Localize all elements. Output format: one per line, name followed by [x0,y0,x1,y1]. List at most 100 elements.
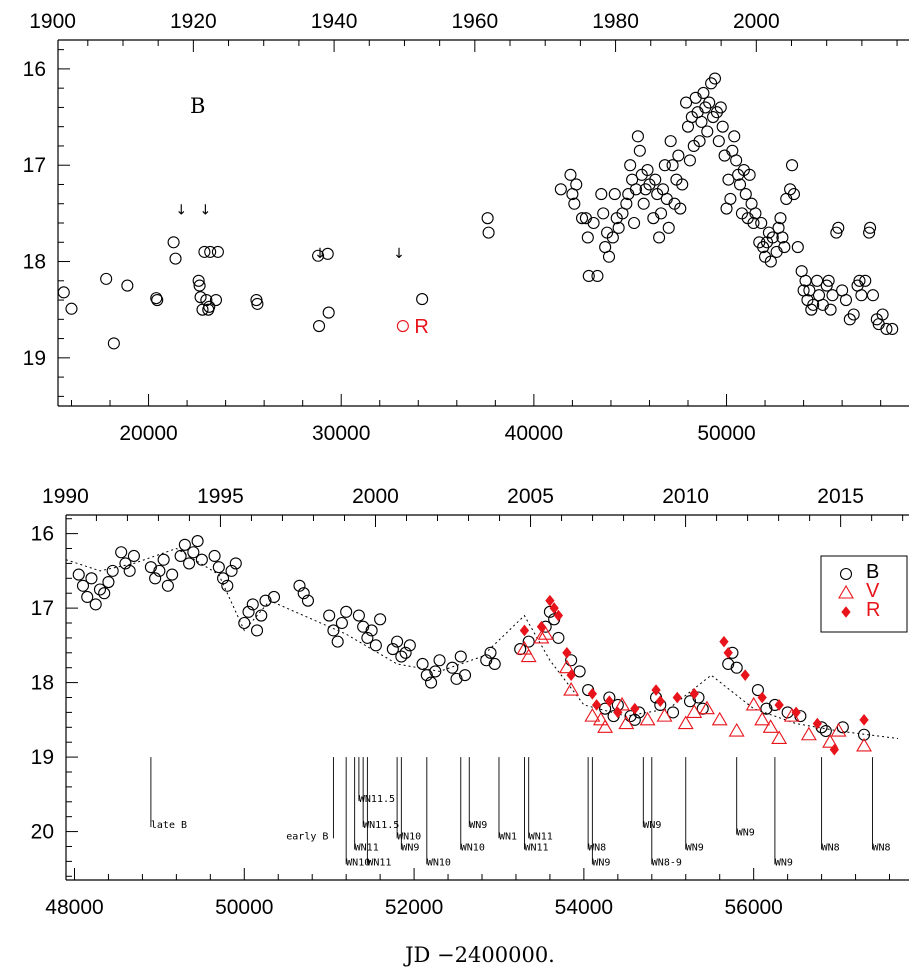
data-point-v [533,629,550,644]
data-point-b [454,650,467,663]
data-point-v [822,734,839,748]
spectrum-label: WN11 [524,842,548,853]
data-point-b [369,639,382,652]
data-point-b [480,654,493,667]
data-point-b [433,654,446,667]
data-point-b [876,308,889,321]
data-point-b [866,289,880,302]
data-point-b [822,274,835,287]
data-point-b [839,294,853,307]
data-point-b [81,590,94,603]
x-tick-label: 50000 [215,896,273,919]
data-point-b [710,106,723,119]
data-point-b [65,302,78,315]
data-point-b [836,721,849,734]
data-point-b [803,284,816,297]
top-tick-label: 2010 [662,485,709,508]
spectrum-label: WN9 [401,842,419,853]
data-point-v [830,722,847,737]
data-point-b [121,279,134,292]
data-point-b [250,294,263,307]
top-tick-label: 2005 [507,485,554,508]
data-point-b [149,572,162,585]
data-point-b [565,654,578,667]
data-point-b [863,226,876,239]
data-point-r [829,743,839,756]
x-tick-label: 48000 [45,896,103,919]
data-point-v [563,681,580,696]
data-point-b [595,188,608,201]
data-point-b [446,661,459,674]
data-point-b [127,549,140,563]
data-point-b [641,163,654,177]
data-point-b [420,669,433,682]
data-point-b [208,549,221,563]
data-point-b [653,231,666,244]
data-point-b [322,306,335,319]
data-point-b [701,125,714,138]
data-point-b [855,289,868,302]
data-point-v [516,640,533,655]
data-point-b [859,274,872,287]
data-point-r [545,594,555,607]
data-point-b [374,613,387,626]
upper-limit-arrow: ↓ [393,246,405,262]
data-point-b [211,245,224,258]
data-point-b [733,178,747,191]
data-point-r [591,699,602,711]
data-point-b [606,231,619,244]
data-point-b [774,212,787,225]
data-point-b [785,159,799,172]
data-point-b [766,231,779,244]
data-point-b [832,221,845,234]
data-point-v [520,648,537,663]
legend: BVR [820,555,908,633]
data-point-b [107,337,120,350]
spectrum-label: WN10 [427,857,451,868]
data-point-b [880,322,893,335]
data-point-b [674,202,687,215]
data-point-b [167,236,180,249]
data-point-v [856,737,872,752]
data-point-v [745,696,762,711]
data-point-b [564,168,577,181]
data-point-b [716,120,729,133]
data-point-r [587,687,598,700]
data-point-b [481,212,494,225]
spectrum-label: WN9 [686,842,704,853]
dotted-trend-curve [65,547,899,739]
data-point-b [193,279,206,292]
spectrum-label: WN9 [592,857,610,868]
spectrum-label: WN9 [469,820,487,831]
data-point-r [774,699,784,711]
data-point-b [730,154,743,167]
data-point-r [812,717,822,730]
data-point-b [847,308,860,321]
data-point-b [886,322,899,335]
data-point-b [327,624,340,637]
data-point-b [458,669,472,682]
spectrum-label: early B [286,831,328,842]
data-point-b [157,553,170,566]
data-point-b [119,557,132,570]
spectrum-label: late B [151,820,187,831]
spectrum-label: WN10 [461,842,485,853]
data-point-b [757,241,770,254]
y-tick-label: 16 [31,523,54,546]
data-point-b [608,188,621,201]
data-point-b [864,221,877,234]
data-point-v [614,696,631,711]
data-point-b [718,149,731,162]
data-point-r [791,706,801,719]
data-point-b [573,665,586,678]
data-point-b [429,665,442,678]
spectrum-label: WN8 [873,842,891,853]
data-point-b [212,561,225,574]
data-point-b [150,292,163,305]
data-point-b [703,96,716,109]
data-point-v [686,704,703,718]
x-axis-label: JD −2400000. [403,943,555,967]
data-point-b [151,294,164,307]
data-point-b [323,609,336,622]
data-point-b [331,635,344,648]
